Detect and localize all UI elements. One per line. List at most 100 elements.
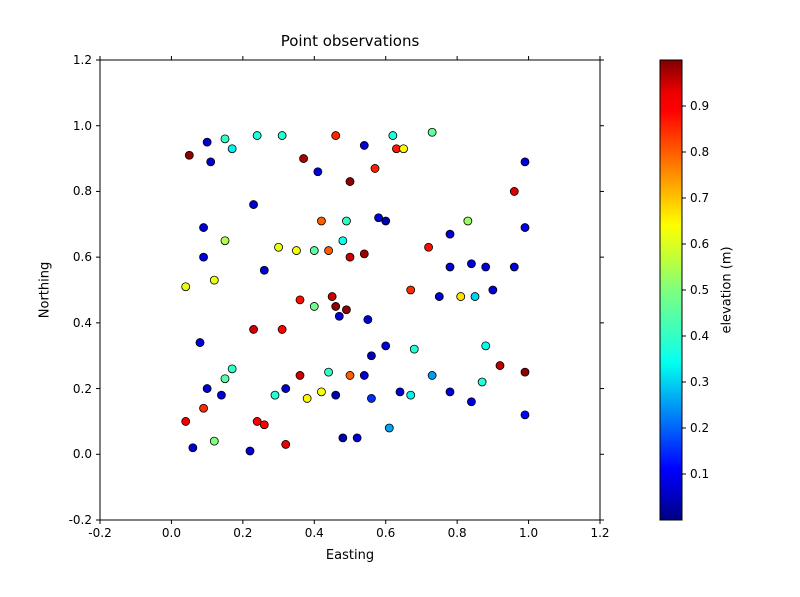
scatter-point	[435, 293, 443, 301]
scatter-point	[228, 365, 236, 373]
colorbar-tick-label: 0.9	[690, 99, 709, 113]
plot-svg	[0, 0, 800, 597]
scatter-point	[428, 128, 436, 136]
y-axis-label: Northing	[38, 262, 53, 318]
scatter-point	[464, 217, 472, 225]
scatter-point	[400, 145, 408, 153]
scatter-point	[207, 158, 215, 166]
scatter-point	[189, 444, 197, 452]
scatter-point	[310, 302, 318, 310]
scatter-point	[292, 247, 300, 255]
axes-frame	[100, 60, 600, 520]
scatter-point	[317, 388, 325, 396]
scatter-point	[339, 434, 347, 442]
scatter-point	[275, 243, 283, 251]
scatter-point	[360, 250, 368, 258]
scatter-point	[182, 417, 190, 425]
scatter-point	[278, 325, 286, 333]
scatter-point	[446, 388, 454, 396]
scatter-point	[367, 394, 375, 402]
scatter-point	[396, 388, 404, 396]
scatter-point	[200, 253, 208, 261]
colorbar-tick-label: 0.3	[690, 375, 709, 389]
scatter-point	[300, 155, 308, 163]
x-axis-label: Easting	[326, 548, 374, 563]
scatter-point	[203, 385, 211, 393]
y-tick-label: 1.2	[73, 53, 92, 67]
scatter-point	[489, 286, 497, 294]
y-tick-label: 1.0	[73, 119, 92, 133]
chart-title: Point observations	[281, 32, 420, 50]
scatter-point	[360, 141, 368, 149]
y-tick-label: -0.2	[69, 513, 92, 527]
scatter-point	[182, 283, 190, 291]
colorbar-tick-label: 0.7	[690, 191, 709, 205]
scatter-point	[342, 306, 350, 314]
scatter-point	[407, 391, 415, 399]
scatter-point	[360, 371, 368, 379]
scatter-point	[446, 263, 454, 271]
scatter-point	[246, 447, 254, 455]
scatter-point	[382, 217, 390, 225]
scatter-point	[346, 178, 354, 186]
x-tick-label: 0.6	[376, 526, 395, 540]
scatter-point	[221, 135, 229, 143]
scatter-point	[467, 398, 475, 406]
x-tick-label: 1.2	[590, 526, 609, 540]
scatter-point	[428, 371, 436, 379]
scatter-point	[385, 424, 393, 432]
scatter-point	[335, 312, 343, 320]
x-tick-label: -0.2	[88, 526, 111, 540]
scatter-point	[521, 411, 529, 419]
scatter-point	[367, 352, 375, 360]
colorbar	[660, 60, 682, 520]
x-tick-label: 0.0	[162, 526, 181, 540]
x-tick-label: 0.8	[448, 526, 467, 540]
scatter-point	[228, 145, 236, 153]
scatter-point	[203, 138, 211, 146]
scatter-point	[457, 293, 465, 301]
scatter-point	[278, 132, 286, 140]
scatter-point	[325, 368, 333, 376]
scatter-point	[328, 293, 336, 301]
scatter-point	[446, 230, 454, 238]
colorbar-tick-label: 0.5	[690, 283, 709, 297]
scatter-point	[317, 217, 325, 225]
colorbar-tick-label: 0.1	[690, 467, 709, 481]
scatter-point	[217, 391, 225, 399]
y-tick-label: 0.0	[73, 447, 92, 461]
scatter-point	[253, 417, 261, 425]
scatter-point	[271, 391, 279, 399]
scatter-point	[296, 371, 304, 379]
scatter-point	[210, 437, 218, 445]
scatter-point	[325, 247, 333, 255]
scatter-point	[346, 253, 354, 261]
scatter-point	[342, 217, 350, 225]
scatter-point	[496, 362, 504, 370]
scatter-point	[471, 293, 479, 301]
scatter-point	[510, 263, 518, 271]
scatter-point	[339, 237, 347, 245]
scatter-point	[478, 378, 486, 386]
scatter-point	[332, 132, 340, 140]
scatter-point	[253, 132, 261, 140]
scatter-point	[210, 276, 218, 284]
scatter-point	[185, 151, 193, 159]
scatter-point	[332, 391, 340, 399]
colorbar-tick-label: 0.4	[690, 329, 709, 343]
scatter-point	[200, 224, 208, 232]
scatter-point	[410, 345, 418, 353]
scatter-point	[200, 404, 208, 412]
colorbar-tick-label: 0.2	[690, 421, 709, 435]
scatter-point	[221, 375, 229, 383]
colorbar-tick-label: 0.8	[690, 145, 709, 159]
scatter-point	[296, 296, 304, 304]
scatter-point	[303, 394, 311, 402]
scatter-point	[221, 237, 229, 245]
scatter-point	[407, 286, 415, 294]
scatter-point	[260, 266, 268, 274]
scatter-point	[364, 316, 372, 324]
scatter-point	[425, 243, 433, 251]
scatter-point	[371, 164, 379, 172]
x-tick-label: 0.4	[305, 526, 324, 540]
